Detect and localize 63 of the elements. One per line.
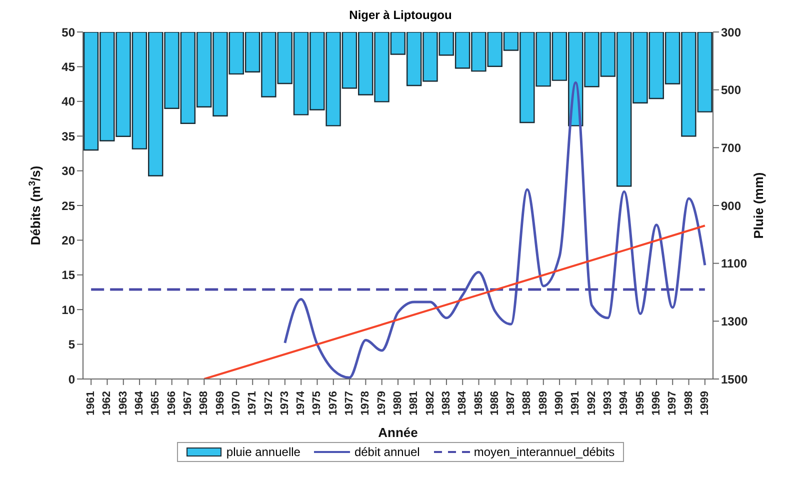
y-tick-label: 40 — [62, 94, 76, 109]
y2-tick-label: 300 — [721, 25, 742, 40]
x-tick-label: 1978 — [360, 391, 372, 416]
x-tick-label: 1990 — [554, 391, 566, 416]
x-tick-label: 1974 — [295, 390, 308, 416]
x-tick-label: 1982 — [424, 391, 436, 416]
x-tick-label: 1997 — [666, 391, 679, 416]
x-tick-label: 1986 — [488, 391, 501, 416]
x-tick-label: 1993 — [602, 391, 614, 416]
y-tick-label: 25 — [62, 198, 76, 213]
y-tick-label: 15 — [62, 268, 76, 282]
y-tick-label: 10 — [62, 302, 76, 317]
x-tick-label: 1968 — [198, 391, 210, 416]
x-tick-label: 1979 — [376, 391, 388, 416]
legend-label: moyen_interannuel_débits — [474, 445, 615, 459]
x-tick-label: 1999 — [698, 391, 711, 416]
x-tick-label: 1966 — [166, 391, 178, 416]
y-tick-label: 45 — [62, 60, 76, 74]
x-tick-label: 1967 — [182, 391, 194, 416]
x-tick-label: 1965 — [150, 391, 162, 416]
x-tick-label: 1963 — [117, 391, 130, 416]
x-tick-label: 1971 — [246, 391, 259, 416]
x-tick-label: 1962 — [101, 391, 114, 416]
x-tick-label: 1975 — [311, 391, 324, 416]
x-tick-label: 1964 — [134, 390, 146, 416]
x-tick-label: 1996 — [650, 391, 662, 416]
x-tick-label: 1969 — [214, 391, 226, 416]
x-tick-label: 1977 — [344, 391, 356, 416]
y2-tick-label: 900 — [721, 198, 742, 213]
y-tick-label: 20 — [62, 233, 76, 248]
y-tick-label: 50 — [62, 25, 76, 40]
y-tick-label: 5 — [68, 338, 76, 352]
y-tick-label: 35 — [62, 129, 76, 144]
x-tick-label: 1989 — [537, 391, 550, 416]
x-tick-label: 1991 — [570, 391, 582, 416]
x-tick-label: 1980 — [392, 391, 404, 416]
y-tick-label: 30 — [62, 164, 76, 178]
x-tick-label: 1973 — [278, 391, 291, 416]
legend-label: débit annuel — [354, 445, 420, 459]
y2-tick-label: 1300 — [721, 314, 748, 328]
x-tick-label: 1988 — [521, 391, 534, 416]
x-tick-label: 1995 — [634, 391, 646, 416]
x-tick-label: 1972 — [262, 391, 275, 416]
y2-tick-label: 1100 — [721, 256, 748, 271]
x-tick-label: 1961 — [85, 391, 98, 416]
x-axis-title: Année — [378, 425, 418, 440]
x-tick-label: 1976 — [327, 391, 340, 416]
legend-label: pluie annuelle — [226, 445, 300, 459]
y2-tick-label: 700 — [721, 140, 742, 155]
x-tick-label: 1970 — [230, 391, 242, 416]
y2-tick-label: 500 — [721, 83, 742, 98]
chart-title: Niger à Liptougou — [348, 8, 453, 22]
x-tick-label: 1994 — [618, 390, 630, 416]
x-tick-label: 1983 — [440, 391, 452, 416]
x-tick-label: 1998 — [682, 391, 695, 416]
x-tick-label: 1984 — [456, 390, 469, 416]
x-tick-label: 1981 — [408, 391, 420, 416]
x-tick-label: 1992 — [586, 391, 598, 416]
x-tick-label: 1987 — [505, 391, 518, 416]
y-tick-label: 0 — [68, 372, 76, 386]
x-tick-label: 1985 — [472, 391, 485, 416]
y2-tick-label: 1500 — [721, 372, 748, 386]
y2-axis-title: Pluie (mm) — [751, 172, 766, 239]
